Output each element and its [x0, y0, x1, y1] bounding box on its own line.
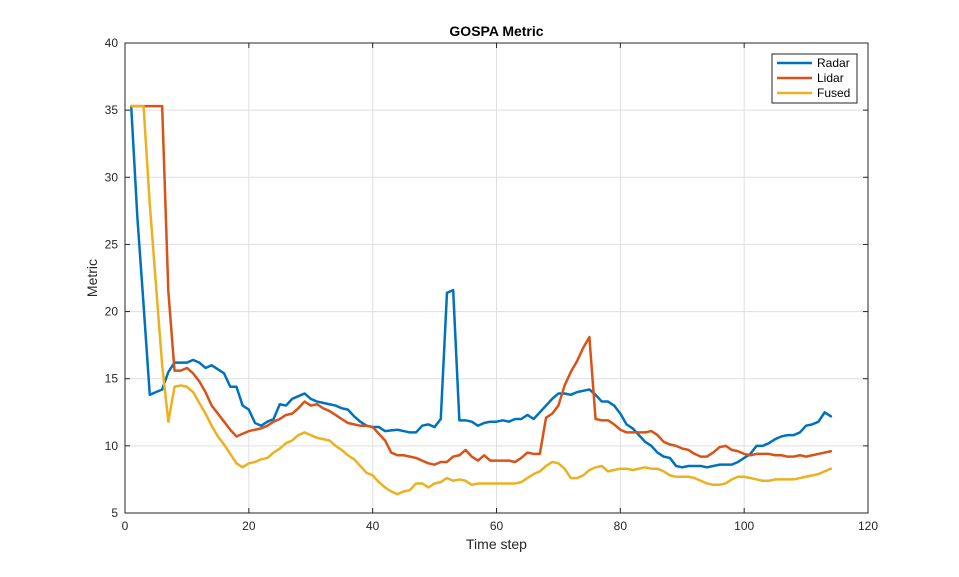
axis-ticks: 0 20 40 60 80 100 120 5 10 15 20 25 30 35 40 — [105, 36, 879, 533]
x-tick-label: 40 — [366, 519, 380, 533]
series-line-lidar — [129, 104, 833, 466]
legend-label-radar: Radar — [817, 56, 850, 70]
x-tick-label: 100 — [734, 519, 754, 533]
y-tick-label: 10 — [105, 439, 119, 453]
chart-title: GOSPA Metric — [449, 23, 543, 39]
y-tick-label: 25 — [105, 237, 119, 251]
series-lines — [129, 104, 833, 496]
legend-label-lidar: Lidar — [817, 71, 844, 85]
y-tick-label: 15 — [105, 372, 119, 386]
y-tick-label: 35 — [105, 103, 119, 117]
series-line-fused — [129, 104, 833, 496]
y-tick-label: 20 — [105, 305, 119, 319]
x-tick-label: 0 — [122, 519, 129, 533]
x-axis-label: Time step — [466, 536, 527, 552]
y-tick-label: 40 — [105, 36, 119, 50]
x-tick-label: 60 — [490, 519, 504, 533]
x-tick-label: 20 — [242, 519, 256, 533]
y-tick-label: 5 — [111, 506, 118, 520]
x-tick-label: 80 — [614, 519, 628, 533]
y-tick-label: 30 — [105, 170, 119, 184]
x-tick-label: 120 — [858, 519, 878, 533]
legend-label-fused: Fused — [817, 86, 850, 100]
series-line-radar — [129, 104, 833, 469]
y-axis-label: Metric — [84, 259, 100, 297]
